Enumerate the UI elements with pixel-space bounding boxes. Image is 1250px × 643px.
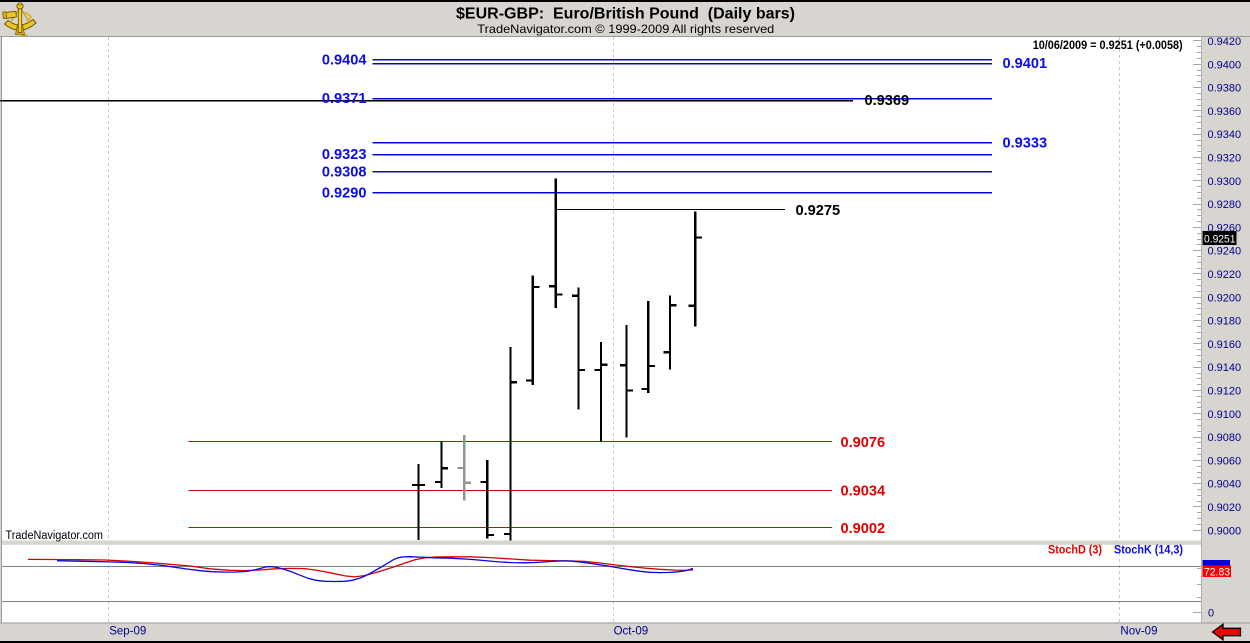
svg-text:0.9040: 0.9040 (1208, 479, 1242, 491)
svg-text:0.9240: 0.9240 (1208, 246, 1242, 258)
svg-text:0.9280: 0.9280 (1208, 199, 1242, 211)
svg-text:0.9401: 0.9401 (1003, 56, 1048, 72)
svg-text:0.9020: 0.9020 (1208, 502, 1242, 514)
svg-text:0.9002: 0.9002 (841, 521, 886, 537)
svg-text:$EUR-GBP: Euro/British Pound: $EUR-GBP: Euro/British Pound (Daily bars… (456, 5, 795, 22)
svg-text:0.9200: 0.9200 (1208, 292, 1242, 304)
svg-text:0.9320: 0.9320 (1208, 153, 1242, 165)
svg-text:0.9275: 0.9275 (796, 203, 841, 219)
svg-text:0.9300: 0.9300 (1208, 176, 1242, 188)
svg-text:0.9000: 0.9000 (1208, 525, 1242, 537)
svg-text:0.9080: 0.9080 (1208, 432, 1242, 444)
svg-text:0.9060: 0.9060 (1208, 455, 1242, 467)
svg-text:0.9120: 0.9120 (1208, 386, 1242, 398)
svg-text:0.9290: 0.9290 (322, 185, 367, 201)
svg-text:0.9100: 0.9100 (1208, 409, 1242, 421)
svg-text:0.9140: 0.9140 (1208, 362, 1242, 374)
svg-text:0.9420: 0.9420 (1208, 36, 1242, 48)
svg-text:0.9220: 0.9220 (1208, 269, 1242, 281)
svg-text:StochD (3): StochD (3) (1048, 543, 1102, 557)
svg-text:0.9369: 0.9369 (865, 93, 910, 109)
svg-text:TradeNavigator.com: TradeNavigator.com (6, 530, 104, 542)
svg-text:StochK (14,3): StochK (14,3) (1114, 543, 1183, 557)
svg-text:10/06/2009 = 0.9251 (+0.0058): 10/06/2009 = 0.9251 (+0.0058) (1033, 38, 1183, 52)
svg-text:0.9404: 0.9404 (322, 53, 368, 69)
svg-text:0.9340: 0.9340 (1208, 129, 1242, 141)
svg-text:Nov-09: Nov-09 (1120, 626, 1157, 638)
svg-text:0.9400: 0.9400 (1208, 59, 1242, 71)
svg-text:0.9371: 0.9371 (322, 91, 367, 107)
svg-text:0.9323: 0.9323 (322, 147, 367, 163)
svg-text:TradeNavigator.com © 1999-2009: TradeNavigator.com © 1999-2009 All right… (477, 22, 774, 36)
svg-text:0.9076: 0.9076 (841, 435, 886, 451)
svg-text:0: 0 (1208, 608, 1214, 620)
svg-text:Sep-09: Sep-09 (109, 626, 146, 638)
svg-text:Oct-09: Oct-09 (614, 626, 649, 638)
svg-text:0.9380: 0.9380 (1208, 83, 1242, 95)
svg-text:0.9251: 0.9251 (1204, 233, 1236, 245)
svg-text:72.83: 72.83 (1204, 566, 1230, 578)
svg-text:0.9180: 0.9180 (1208, 316, 1242, 328)
svg-text:0.9333: 0.9333 (1003, 135, 1048, 151)
svg-text:0.9308: 0.9308 (322, 165, 367, 181)
svg-text:0.9160: 0.9160 (1208, 339, 1242, 351)
svg-text:0.9034: 0.9034 (841, 484, 887, 500)
svg-text:0.9360: 0.9360 (1208, 106, 1242, 118)
